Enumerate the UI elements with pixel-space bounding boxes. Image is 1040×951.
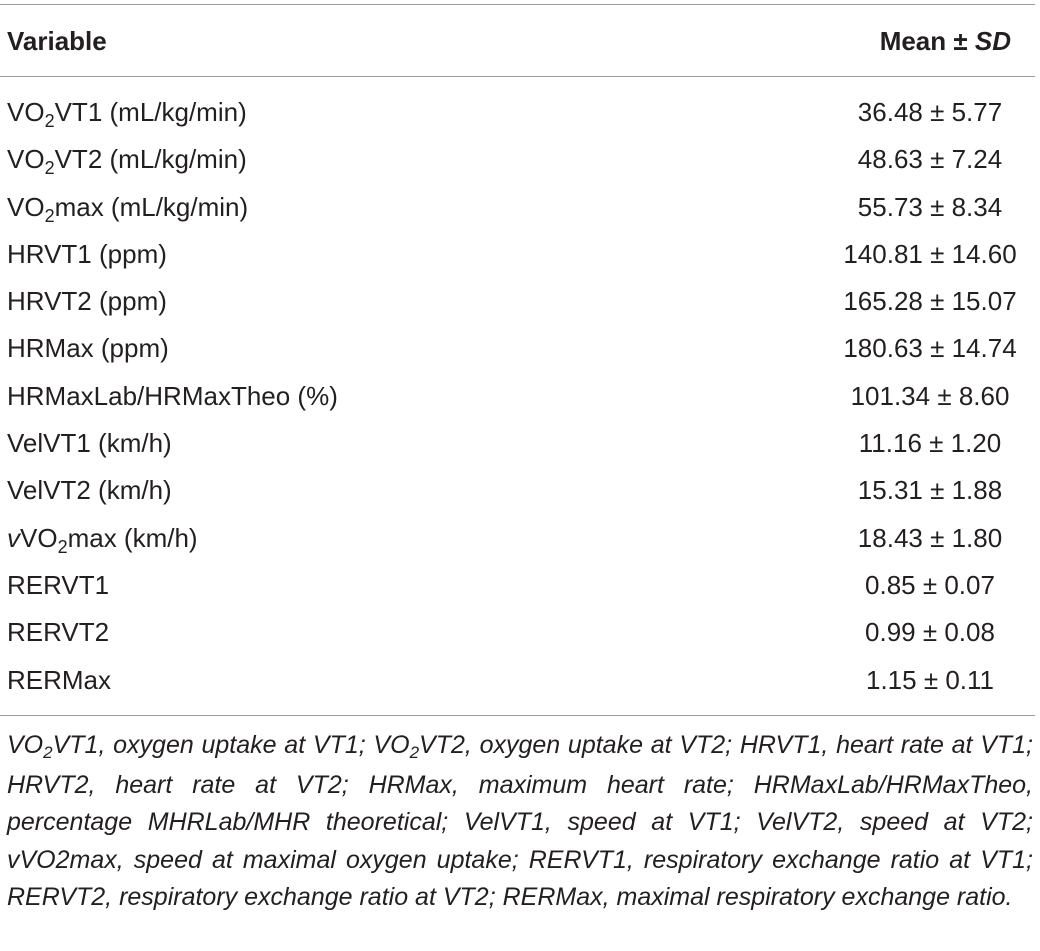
table-body: VO2VT1 (mL/kg/min) 36.48 ± 5.77 VO2VT2 (mL… xyxy=(0,89,1035,704)
variable-italic-prefix: v xyxy=(7,522,20,553)
variable-text: RERMax xyxy=(7,664,112,695)
cell-mean-sd: 11.16 ± 1.20 xyxy=(825,420,1035,467)
table-row: VO2max (mL/kg/min) 55.73 ± 8.34 xyxy=(0,184,1035,231)
cell-variable: RERMax xyxy=(7,657,111,704)
variable-text: VO xyxy=(7,144,45,175)
variable-text: VO xyxy=(20,522,58,553)
mean-sd-value: 36.48 ± 5.77 xyxy=(857,97,1003,127)
header-mean-prefix: Mean ± xyxy=(879,26,975,56)
table-header-row: Variable Mean ± SD xyxy=(0,20,1035,62)
mean-sd-value: 55.73 ± 8.34 xyxy=(857,191,1003,222)
mean-sd-value: 1.15 ± 0.11 xyxy=(866,664,994,695)
table-row: RERMax 1.15 ± 0.11 xyxy=(0,657,1035,704)
variable-subscript: 2 xyxy=(44,205,55,226)
mean-sd-value: 48.63 ± 7.24 xyxy=(857,144,1003,175)
cell-mean-sd: 0.85 ± 0.07 xyxy=(825,562,1035,609)
cell-mean-sd: 140.81 ± 14.60 xyxy=(825,231,1035,278)
footnote-sub1: 2 xyxy=(43,743,53,762)
table-top-rule xyxy=(0,4,1035,5)
cell-variable: VO2VT2 (mL/kg/min) xyxy=(7,136,247,186)
table-row: HRVT1 (ppm) 140.81 ± 14.60 xyxy=(0,231,1035,278)
cell-mean-sd: 101.34 ± 8.60 xyxy=(825,373,1035,420)
table-row: VO2VT1 (mL/kg/min) 36.48 ± 5.77 xyxy=(0,89,1035,136)
variable-text: RERVT2 xyxy=(7,617,110,648)
header-mean-sd: Mean ± SD xyxy=(880,26,1011,57)
cell-mean-sd: 15.31 ± 1.88 xyxy=(825,467,1035,514)
table-bottom-rule xyxy=(0,715,1035,716)
cell-variable: VelVT2 (km/h) xyxy=(7,467,172,514)
mean-sd-value: 0.99 ± 0.08 xyxy=(865,617,995,648)
variable-text-suffix: max (km/h) xyxy=(67,522,198,553)
variable-text: HRMax (ppm) xyxy=(7,333,169,364)
variable-subscript: 2 xyxy=(44,111,55,131)
cell-variable: HRVT1 (ppm) xyxy=(7,231,167,278)
table-row: RERVT1 0.85 ± 0.07 xyxy=(0,562,1035,609)
variable-text: VelVT2 (km/h) xyxy=(7,475,172,506)
variable-text: VO xyxy=(7,97,45,127)
mean-sd-value: 15.31 ± 1.88 xyxy=(857,475,1003,506)
table-row: HRVT2 (ppm) 165.28 ± 15.07 xyxy=(0,278,1035,325)
cell-variable: HRMaxLab/HRMaxTheo (%) xyxy=(7,373,338,420)
cell-mean-sd: 18.43 ± 1.80 xyxy=(825,515,1035,562)
footnote-sub2: 2 xyxy=(409,743,420,762)
table-row: RERVT2 0.99 ± 0.08 xyxy=(0,609,1035,656)
variable-text-suffix: VT1 (mL/kg/min) xyxy=(54,97,247,127)
variable-text: VelVT1 (km/h) xyxy=(7,428,172,459)
cell-mean-sd: 0.99 ± 0.08 xyxy=(825,609,1035,656)
header-variable: Variable xyxy=(7,26,107,56)
table-row: vVO2max (km/h) 18.43 ± 1.80 xyxy=(0,515,1035,562)
variable-text: RERVT1 xyxy=(7,569,110,600)
cell-variable: HRMax (ppm) xyxy=(7,325,169,372)
footnote-part3: VT2, oxygen uptake at VT2; HRVT1, heart … xyxy=(7,731,1034,911)
table-row: HRMaxLab/HRMaxTheo (%) 101.34 ± 8.60 xyxy=(0,373,1035,420)
cell-mean-sd: 180.63 ± 14.74 xyxy=(825,325,1035,372)
variable-text: HRVT1 (ppm) xyxy=(7,238,167,269)
table-row: HRMax (ppm) 180.63 ± 14.74 xyxy=(0,325,1035,372)
table-header-rule xyxy=(0,76,1035,77)
table-row: VelVT1 (km/h) 11.16 ± 1.20 xyxy=(0,420,1035,467)
variable-text: HRVT2 (ppm) xyxy=(7,286,167,317)
variable-text-suffix: VT2 (mL/kg/min) xyxy=(54,144,247,175)
footnote-part2: VT1, oxygen uptake at VT1; VO xyxy=(52,731,410,759)
footnote-part1: VO xyxy=(7,731,44,759)
mean-sd-value: 18.43 ± 1.80 xyxy=(857,522,1003,553)
table-footnote: VO2VT1, oxygen uptake at VT1; VO2VT2, ox… xyxy=(7,727,1033,917)
variable-text-suffix: max (mL/kg/min) xyxy=(54,191,249,222)
variable-text: HRMaxLab/HRMaxTheo (%) xyxy=(7,380,338,411)
cell-variable: VO2max (mL/kg/min) xyxy=(7,184,248,234)
variable-subscript: 2 xyxy=(57,536,68,557)
cell-variable: RERVT2 xyxy=(7,609,109,656)
cell-variable: RERVT1 xyxy=(7,562,109,609)
cell-variable: vVO2max (km/h) xyxy=(7,515,198,565)
cell-mean-sd: 36.48 ± 5.77 xyxy=(825,89,1035,136)
table-row: VO2VT2 (mL/kg/min) 48.63 ± 7.24 xyxy=(0,136,1035,183)
cell-mean-sd: 1.15 ± 0.11 xyxy=(825,657,1035,704)
cell-mean-sd: 55.73 ± 8.34 xyxy=(825,184,1035,231)
mean-sd-value: 165.28 ± 15.07 xyxy=(843,286,1017,317)
variable-text: VO xyxy=(7,191,45,222)
mean-sd-value: 140.81 ± 14.60 xyxy=(843,238,1017,269)
cell-mean-sd: 165.28 ± 15.07 xyxy=(825,278,1035,325)
table-row: VelVT2 (km/h) 15.31 ± 1.88 xyxy=(0,467,1035,514)
mean-sd-value: 101.34 ± 8.60 xyxy=(850,380,1010,411)
mean-sd-value: 180.63 ± 14.74 xyxy=(843,333,1017,364)
mean-sd-value: 0.85 ± 0.07 xyxy=(865,569,995,600)
cell-variable: VelVT1 (km/h) xyxy=(7,420,172,467)
cell-mean-sd: 48.63 ± 7.24 xyxy=(825,136,1035,183)
cell-variable: HRVT2 (ppm) xyxy=(7,278,167,325)
cell-variable: VO2VT1 (mL/kg/min) xyxy=(7,89,247,139)
header-sd: SD xyxy=(974,26,1011,56)
variable-subscript: 2 xyxy=(44,158,55,179)
mean-sd-value: 11.16 ± 1.20 xyxy=(858,428,1002,459)
